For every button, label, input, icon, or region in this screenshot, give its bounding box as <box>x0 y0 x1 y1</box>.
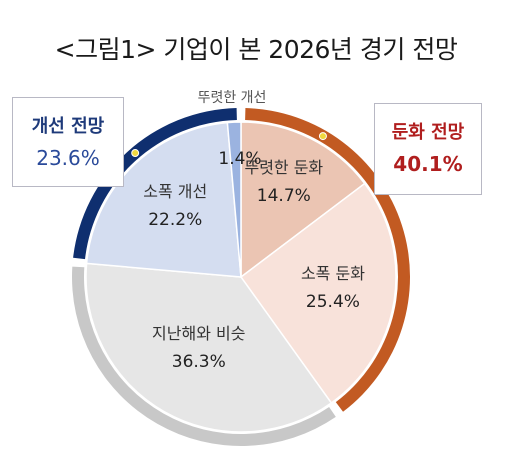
slowdown-outlook-label: 둔화 전망 <box>391 122 465 143</box>
slowdown-outlook-box: 둔화 전망 40.1% <box>374 103 482 195</box>
pie-slice-0 <box>240 121 366 279</box>
slice-label-4: 뚜렷한 개선 <box>198 90 267 106</box>
slice-label-3: 소폭 개선 <box>143 182 207 201</box>
improve-ring-dot <box>131 149 140 158</box>
pie-slice-2 <box>85 262 333 433</box>
outer-ring-segment-0 <box>245 108 411 412</box>
chart-title: <그림1> 기업이 본 2026년 경기 전망 <box>54 35 458 64</box>
outer-ring-segment-1 <box>72 266 336 447</box>
slice-label-0: 뚜렷한 둔화 <box>244 158 323 177</box>
improve-outlook-box: 개선 전망 23.6% <box>12 97 124 187</box>
improve-outlook-label: 개선 전망 <box>31 116 105 137</box>
slice-value-2: 36.3% <box>172 352 226 372</box>
slowdown-outlook-value: 40.1% <box>393 152 463 176</box>
slice-value-3: 22.2% <box>148 210 202 230</box>
pie-slice-1 <box>239 182 397 405</box>
pie-slice-4 <box>226 121 242 278</box>
improve-outlook-value: 23.6% <box>36 146 100 170</box>
slowdown-ring-dot <box>318 132 327 141</box>
slice-label-1: 소폭 둔화 <box>301 264 365 283</box>
slice-label-2: 지난해와 비슷 <box>152 324 245 343</box>
slice-value-4: 1.4% <box>218 149 261 169</box>
slice-value-1: 25.4% <box>306 292 360 312</box>
pie-slice-3 <box>85 121 242 278</box>
slice-value-0: 14.7% <box>257 186 311 206</box>
